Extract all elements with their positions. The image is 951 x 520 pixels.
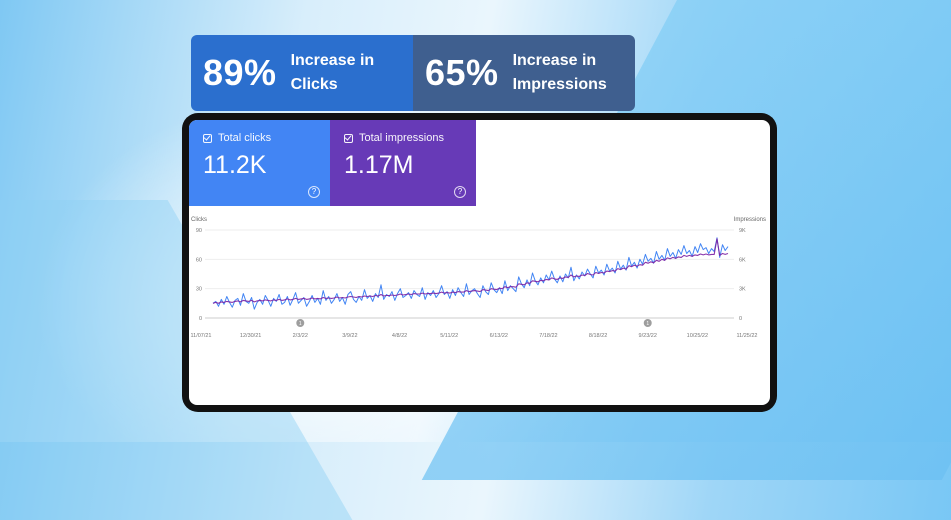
left-tick-label: 0 [199, 316, 202, 322]
tablet-frame: Total clicks 11.2K ? Total impressions 1… [182, 113, 777, 412]
x-tick-label: 3/9/22 [342, 333, 357, 339]
right-axis-label: Impressions [734, 217, 766, 223]
annotation-marker [296, 319, 305, 327]
total-impressions-title: Total impressions [359, 132, 444, 144]
x-tick-label: 2/3/22 [293, 333, 308, 339]
x-tick-label: 5/11/22 [440, 333, 458, 339]
clicks-increase-percent: 89% [203, 52, 277, 93]
series-line-clicks [212, 237, 729, 310]
x-tick-label: 9/23/22 [639, 333, 657, 339]
total-clicks-title: Total clicks [218, 132, 272, 144]
checkbox-checked-icon[interactable] [203, 133, 212, 143]
x-tick-label: 11/25/22 [736, 333, 757, 339]
total-impressions-title-row: Total impressions [344, 132, 462, 144]
left-tick-label: 30 [196, 287, 202, 293]
x-tick-label: 11/07/21 [190, 333, 211, 339]
x-tick-label: 10/25/22 [687, 333, 708, 339]
total-impressions-card[interactable]: Total impressions 1.17M ? [330, 120, 476, 206]
tablet-screen: Total clicks 11.2K ? Total impressions 1… [189, 120, 770, 405]
x-tick-label: 7/18/22 [539, 333, 557, 339]
x-tick-label: 8/18/22 [589, 333, 607, 339]
total-clicks-value: 11.2K [203, 151, 267, 179]
left-axis-label: Clicks [191, 217, 207, 223]
checkbox-checked-icon[interactable] [344, 133, 353, 143]
stats-banner: 89% Increase in Clicks 65% Increase in I… [191, 35, 635, 111]
x-tick-label: 6/13/22 [490, 333, 508, 339]
performance-line-chart: Clicks Impressions 90 9K 60 6K 30 3K 0 0 11/07/21 1… [190, 217, 766, 339]
x-tick-label: 12/30/21 [240, 333, 261, 339]
x-tick-label: 4/8/22 [392, 333, 407, 339]
right-tick-label: 0 [739, 316, 742, 322]
series-line-impressions [212, 238, 729, 304]
impressions-increase-label: Increase in Impressions [512, 52, 607, 93]
right-tick-label: 3K [739, 287, 746, 293]
impressions-increase-stat: 65% Increase in Impressions [413, 35, 635, 111]
clicks-increase-label: Increase in Clicks [290, 52, 375, 93]
total-clicks-card[interactable]: Total clicks 11.2K ? [189, 120, 330, 206]
total-impressions-value: 1.17M [344, 151, 414, 179]
right-tick-label: 9K [739, 228, 746, 234]
annotation-marker-label: 1 [299, 321, 302, 327]
total-clicks-title-row: Total clicks [203, 132, 316, 144]
annotation-marker-label: 1 [646, 321, 649, 327]
left-tick-label: 90 [196, 228, 202, 234]
annotation-marker [643, 319, 652, 327]
help-icon[interactable]: ? [308, 186, 320, 198]
right-tick-label: 6K [739, 257, 746, 263]
help-icon[interactable]: ? [454, 186, 466, 198]
left-tick-label: 60 [196, 257, 202, 263]
clicks-increase-stat: 89% Increase in Clicks [191, 35, 413, 111]
impressions-increase-percent: 65% [425, 52, 499, 93]
